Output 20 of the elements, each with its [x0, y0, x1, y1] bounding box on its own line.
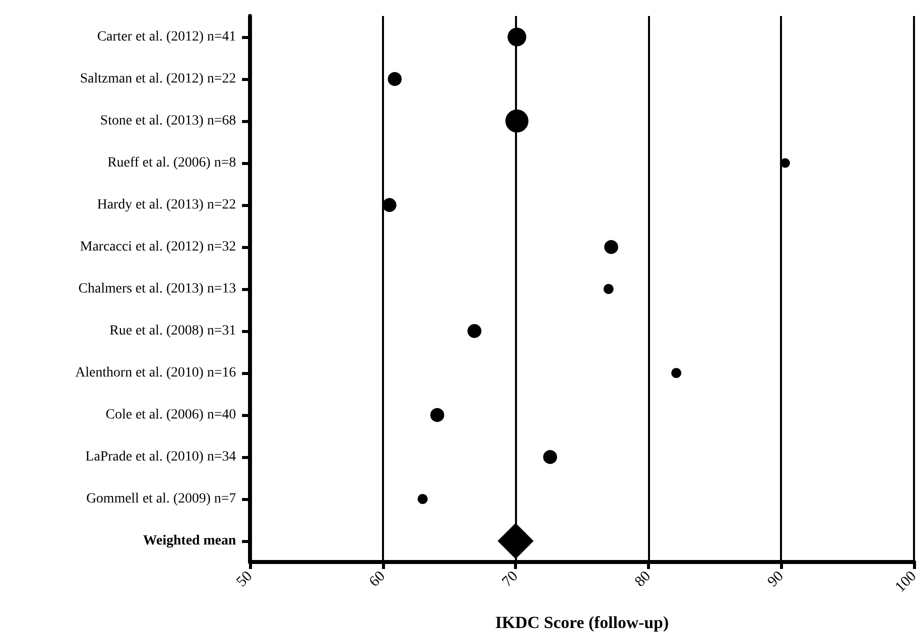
y-tick-label: Carter et al. (2012) n=41 [97, 30, 236, 44]
x-tick-label: 90 [764, 568, 787, 590]
y-tick-label: Alenthorn et al. (2010) n=16 [75, 366, 236, 380]
y-tick-label: Rue et al. (2008) n=31 [110, 324, 236, 338]
x-tick-label: 50 [234, 568, 256, 590]
x-axis-title: IKDC Score (follow-up) [495, 613, 669, 632]
x-tick-label: 80 [632, 568, 654, 590]
y-tick-label: Hardy et al. (2013) n=22 [97, 198, 236, 212]
x-tick-label: 100 [892, 568, 920, 596]
y-tick-label: Rueff et al. (2006) n=8 [107, 156, 236, 170]
y-tick-label: Chalmers et al. (2013) n=13 [78, 282, 236, 296]
y-tick-label: Weighted mean [143, 534, 236, 548]
x-tick-label: 60 [366, 568, 388, 590]
y-tick-label: Marcacci et al. (2012) n=32 [80, 240, 236, 254]
y-tick-label: Saltzman et al. (2012) n=22 [80, 72, 236, 86]
y-tick-label: Gommell et al. (2009) n=7 [86, 492, 236, 506]
x-tick-label: 70 [499, 568, 522, 590]
y-tick-label: LaPrade et al. (2010) n=34 [85, 450, 236, 464]
y-tick-label: Cole et al. (2006) n=40 [106, 408, 236, 422]
y-tick-label: Stone et al. (2013) n=68 [100, 114, 236, 128]
